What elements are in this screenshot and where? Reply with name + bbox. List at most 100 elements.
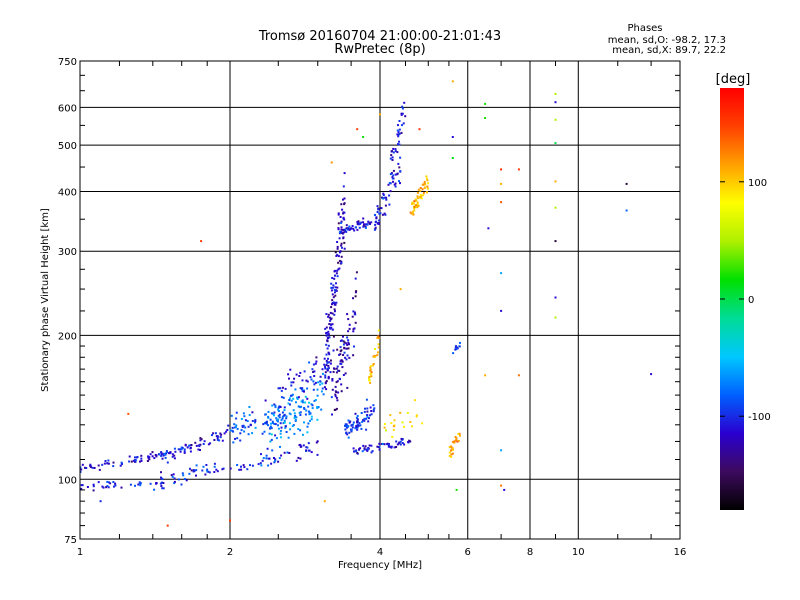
data-point bbox=[392, 428, 395, 431]
data-point bbox=[327, 376, 330, 379]
data-point bbox=[360, 221, 363, 224]
data-point bbox=[331, 379, 334, 382]
data-point bbox=[221, 439, 224, 442]
data-point bbox=[399, 411, 402, 414]
data-point bbox=[313, 383, 316, 386]
data-point bbox=[415, 414, 418, 417]
data-point bbox=[327, 344, 330, 347]
data-point bbox=[342, 374, 345, 376]
data-point bbox=[341, 228, 344, 231]
data-point bbox=[343, 341, 346, 344]
data-point bbox=[188, 444, 191, 447]
data-point bbox=[427, 182, 430, 185]
data-point bbox=[140, 457, 143, 460]
data-point bbox=[356, 425, 359, 427]
data-point bbox=[162, 454, 165, 457]
data-point bbox=[236, 464, 239, 466]
data-point bbox=[395, 446, 398, 448]
grid-layer bbox=[80, 61, 680, 539]
data-point bbox=[161, 481, 164, 484]
data-point bbox=[285, 415, 288, 418]
data-point bbox=[340, 228, 343, 231]
data-point bbox=[339, 216, 342, 218]
data-point bbox=[238, 468, 241, 471]
data-point bbox=[149, 482, 152, 485]
data-point bbox=[387, 183, 390, 186]
data-point bbox=[459, 434, 461, 437]
data-point bbox=[249, 423, 252, 426]
data-point bbox=[299, 429, 302, 432]
data-point bbox=[370, 372, 373, 375]
data-point bbox=[273, 414, 275, 417]
data-point bbox=[301, 379, 304, 382]
data-point bbox=[327, 330, 330, 333]
data-point bbox=[166, 461, 169, 464]
data-point bbox=[346, 386, 349, 389]
data-point bbox=[106, 480, 109, 483]
data-point bbox=[342, 343, 345, 346]
data-point bbox=[451, 136, 454, 138]
data-point bbox=[277, 387, 280, 390]
data-point bbox=[151, 451, 154, 454]
data-point bbox=[342, 237, 345, 240]
data-point bbox=[554, 92, 557, 95]
data-point bbox=[319, 375, 322, 378]
data-point bbox=[350, 428, 353, 431]
data-point bbox=[340, 244, 343, 247]
data-point bbox=[155, 455, 158, 458]
data-point bbox=[211, 434, 213, 437]
data-point bbox=[426, 179, 429, 182]
data-point bbox=[363, 223, 365, 226]
data-point bbox=[219, 436, 222, 439]
data-point bbox=[105, 486, 108, 489]
data-point bbox=[416, 201, 419, 204]
data-point bbox=[382, 194, 385, 196]
data-point bbox=[242, 412, 245, 415]
data-point bbox=[91, 466, 94, 469]
data-point bbox=[335, 272, 338, 275]
data-point bbox=[186, 446, 189, 449]
data-point bbox=[294, 415, 297, 417]
data-point bbox=[357, 222, 360, 225]
data-point bbox=[451, 157, 454, 159]
data-point bbox=[277, 418, 280, 421]
data-point bbox=[340, 242, 343, 245]
data-point bbox=[154, 454, 157, 456]
data-point bbox=[260, 453, 262, 456]
data-point bbox=[107, 486, 110, 489]
data-point bbox=[352, 297, 354, 300]
data-point bbox=[343, 241, 346, 244]
data-point bbox=[389, 173, 392, 176]
data-point bbox=[330, 289, 333, 292]
data-point bbox=[129, 483, 132, 486]
data-point bbox=[426, 187, 429, 190]
data-point bbox=[554, 240, 557, 243]
data-point bbox=[396, 129, 399, 132]
data-point bbox=[352, 447, 355, 450]
data-point bbox=[265, 457, 268, 460]
data-point bbox=[327, 364, 330, 367]
data-point bbox=[347, 347, 350, 350]
data-point bbox=[396, 151, 399, 154]
data-point bbox=[348, 421, 351, 424]
data-point bbox=[384, 213, 387, 216]
data-point bbox=[302, 389, 305, 392]
data-point bbox=[292, 397, 295, 400]
data-point bbox=[309, 412, 312, 415]
data-point bbox=[85, 467, 88, 469]
data-point bbox=[403, 101, 406, 104]
data-point bbox=[388, 445, 391, 448]
data-point bbox=[398, 128, 401, 131]
data-point bbox=[484, 117, 487, 119]
data-point bbox=[306, 380, 309, 383]
data-point bbox=[270, 462, 273, 465]
colorbar-ticks: 100 0 -100 bbox=[720, 178, 771, 423]
data-point bbox=[254, 418, 257, 421]
data-point bbox=[378, 337, 381, 340]
data-point bbox=[335, 391, 338, 394]
data-point bbox=[134, 484, 136, 487]
data-point bbox=[197, 448, 200, 451]
data-point bbox=[325, 343, 328, 346]
data-point bbox=[398, 166, 401, 169]
data-point bbox=[458, 432, 461, 435]
